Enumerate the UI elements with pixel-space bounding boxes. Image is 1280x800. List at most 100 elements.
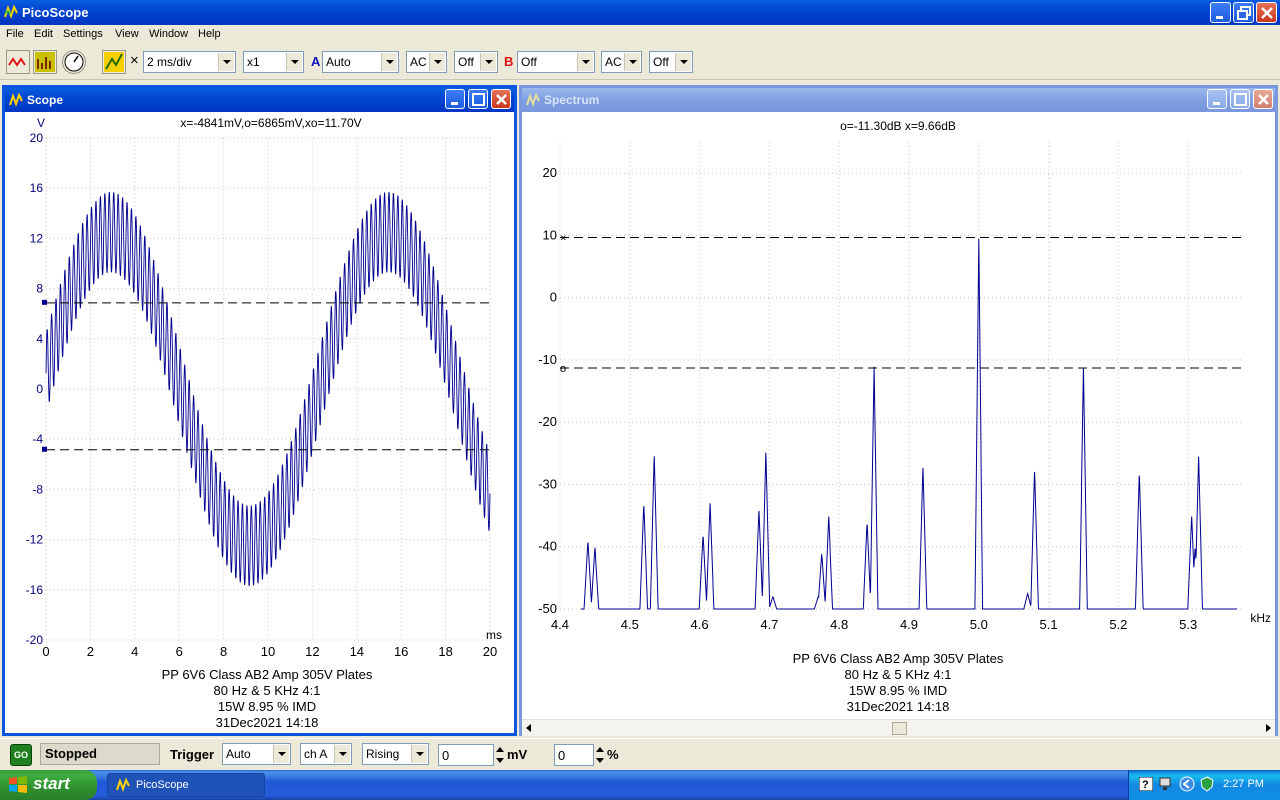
spin-arrows-icon[interactable]: [494, 744, 506, 766]
scope-maximize-button[interactable]: [468, 89, 488, 109]
channel-a-offset-select[interactable]: Off: [454, 51, 498, 73]
channel-a-coupling-select[interactable]: AC: [406, 51, 447, 73]
scope-x-tick-label: 0: [42, 644, 49, 659]
spectrum-window: Spectrum o=-11.30dB x=9.66dB kHz 20 10 0 -1…: [519, 85, 1278, 736]
spectrum-horizontal-scrollbar[interactable]: [522, 719, 1275, 736]
menu-edit[interactable]: Edit: [34, 28, 53, 40]
scope-minimize-button[interactable]: [445, 89, 465, 109]
chevron-down-icon[interactable]: [675, 53, 691, 71]
spectrum-note-line-3: 15W 8.95 % IMD: [849, 683, 947, 698]
spin-arrows-icon[interactable]: [594, 744, 606, 766]
auto-setup-button[interactable]: [102, 50, 126, 74]
windows-logo-icon: [9, 776, 27, 793]
channel-b-coupling-value: AC: [605, 55, 622, 69]
cursor-o-marker-icon: o: [560, 363, 566, 375]
clock: 2:27 PM: [1223, 778, 1264, 790]
scope-y-tick-label: 4: [36, 332, 43, 346]
scope-title-bar: Scope: [5, 88, 514, 112]
spectrum-x-tick-label: 5.0: [970, 617, 988, 632]
help-icon[interactable]: ?: [1139, 777, 1153, 791]
chevron-down-icon[interactable]: [429, 53, 445, 71]
spectrum-minimize-button[interactable]: [1207, 89, 1227, 109]
chevron-down-icon[interactable]: [381, 53, 397, 71]
trigger-mode-select[interactable]: Auto: [222, 743, 291, 765]
close-icon: [1258, 94, 1269, 105]
meter-view-button[interactable]: [62, 50, 86, 74]
scope-x-unit: ms: [486, 628, 502, 642]
trigger-channel-select[interactable]: ch A: [300, 743, 352, 765]
scope-cursors[interactable]: [42, 299, 490, 452]
minimize-icon: [1213, 102, 1220, 105]
spectrum-cursors[interactable]: ×o: [560, 233, 1244, 376]
scope-y-ticks: 20 16 12 8 4 0 -4 -8 -12 -16 -20: [26, 131, 44, 647]
chevron-down-icon[interactable]: [577, 53, 593, 71]
scope-note-line-4: 31Dec2021 14:18: [216, 715, 319, 730]
spectrum-maximize-button[interactable]: [1230, 89, 1250, 109]
back-arrow-icon[interactable]: [1179, 776, 1195, 792]
chevron-down-icon[interactable]: [334, 745, 350, 763]
pre-trigger-input[interactable]: 0: [554, 744, 594, 766]
scope-y-tick-label: 0: [36, 382, 43, 396]
level-unit: mV: [507, 747, 528, 762]
trigger-level-input[interactable]: 0: [438, 744, 494, 766]
multiplier-select[interactable]: x1: [243, 51, 304, 73]
start-button[interactable]: start: [0, 770, 97, 800]
scroll-left-icon[interactable]: [524, 723, 534, 733]
scope-chart[interactable]: x=-4841mV,o=6865mV,xo=11.70V V ms 201612…: [5, 112, 514, 736]
scope-note-line-3: 15W 8.95 % IMD: [218, 699, 316, 714]
trigger-mode-value: Auto: [226, 747, 251, 761]
channel-a-range-value: Auto: [326, 55, 351, 69]
spectrum-bars-icon: [35, 52, 55, 72]
chevron-down-icon[interactable]: [411, 745, 427, 763]
menu-window[interactable]: Window: [149, 28, 189, 40]
cursor-x-marker-icon: ×: [560, 233, 566, 245]
spectrum-y-tick-label: -20: [538, 414, 557, 429]
spectrum-view-button[interactable]: [33, 50, 57, 74]
spectrum-trace: [580, 238, 1237, 610]
chevron-down-icon[interactable]: [480, 53, 496, 71]
chevron-down-icon[interactable]: [624, 53, 640, 71]
scope-x-tick-label: 4: [131, 644, 138, 659]
menu-help[interactable]: Help: [198, 28, 221, 40]
restore-button[interactable]: [1233, 2, 1254, 23]
multiplier-value: x1: [247, 55, 260, 69]
security-shield-icon[interactable]: [1199, 776, 1215, 792]
channel-b-offset-select[interactable]: Off: [649, 51, 693, 73]
close-button[interactable]: [1256, 2, 1277, 23]
go-button[interactable]: GO: [10, 744, 32, 766]
scope-y-tick-label: -8: [32, 482, 43, 496]
taskbar-item-picoscope[interactable]: PicoScope: [107, 773, 265, 797]
spectrum-note-line-4: 31Dec2021 14:18: [847, 699, 950, 714]
scroll-right-icon[interactable]: [1263, 723, 1273, 733]
network-icon[interactable]: [1159, 777, 1171, 791]
scope-close-button[interactable]: [491, 89, 511, 109]
scope-x-tick-label: 14: [350, 644, 364, 659]
channel-b-coupling-select[interactable]: AC: [601, 51, 642, 73]
scope-view-button[interactable]: [6, 50, 30, 74]
spectrum-x-tick-label: 4.4: [551, 617, 569, 632]
chevron-down-icon[interactable]: [286, 53, 302, 71]
trigger-edge-select[interactable]: Rising: [362, 743, 429, 765]
svg-text:?: ?: [1142, 779, 1149, 791]
pre-trigger-unit: %: [607, 747, 619, 762]
timebase-select[interactable]: 2 ms/div: [143, 51, 236, 73]
spectrum-x-tick-label: 5.1: [1040, 617, 1058, 632]
start-label: start: [33, 774, 70, 793]
spectrum-note-line-1: PP 6V6 Class AB2 Amp 305V Plates: [793, 651, 1004, 666]
channel-b-range-select[interactable]: Off: [517, 51, 595, 73]
menu-file[interactable]: File: [6, 28, 24, 40]
trigger-label: Trigger: [170, 747, 215, 762]
channel-a-range-select[interactable]: Auto: [322, 51, 399, 73]
menu-view[interactable]: View: [115, 28, 139, 40]
chevron-down-icon[interactable]: [218, 53, 234, 71]
minimize-button[interactable]: [1210, 2, 1231, 23]
menu-settings[interactable]: Settings: [63, 28, 103, 40]
scope-x-ticks: 0 2 4 6 8 10 12 14 16 18 20: [42, 644, 497, 659]
spectrum-close-button[interactable]: [1253, 89, 1273, 109]
scrollbar-thumb[interactable]: [892, 722, 907, 735]
picoscope-app-icon: [116, 778, 130, 792]
spectrum-x-tick-label: 4.5: [621, 617, 639, 632]
scope-y-tick-label: 16: [30, 181, 44, 195]
spectrum-chart[interactable]: o=-11.30dB x=9.66dB kHz 20 10 0 -10 -20 -30 -4…: [522, 112, 1275, 720]
chevron-down-icon[interactable]: [273, 745, 289, 763]
